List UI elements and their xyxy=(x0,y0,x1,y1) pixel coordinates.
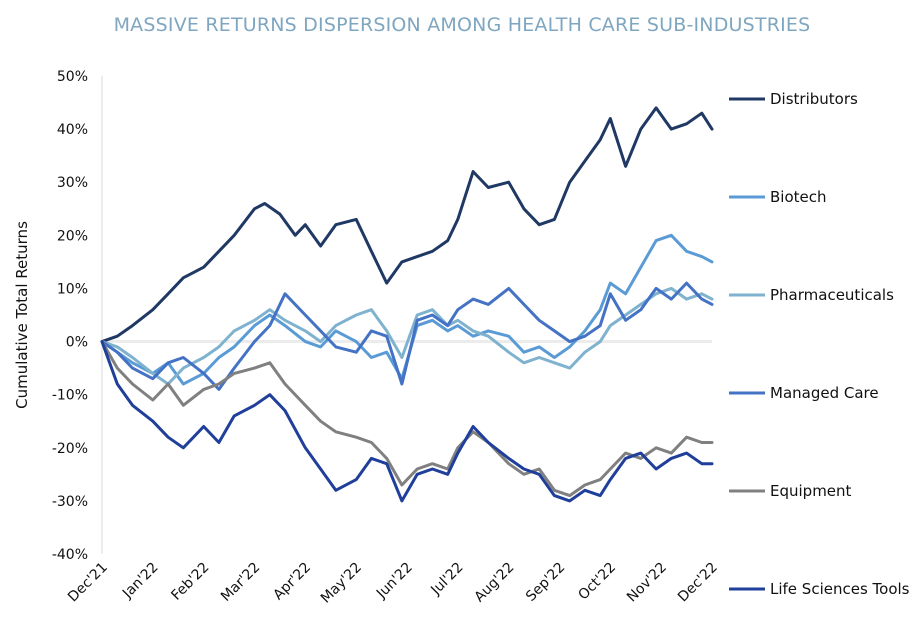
x-tick-label: Mar'22 xyxy=(218,560,263,605)
x-tick-label: Apr'22 xyxy=(270,560,314,604)
y-tick-label: 40% xyxy=(57,122,88,138)
y-tick-label: -30% xyxy=(52,494,88,510)
series-line-equipment xyxy=(100,340,714,498)
y-axis-title: Cumulative Total Returns xyxy=(13,221,31,409)
legend-label: Managed Care xyxy=(770,384,879,402)
y-tick-label: -40% xyxy=(52,547,88,563)
series-line-biotech xyxy=(100,233,714,386)
series-line-managed-care xyxy=(100,281,714,391)
x-tick-label: Aug'22 xyxy=(472,560,518,606)
y-tick-label: 30% xyxy=(57,175,88,191)
y-tick-label: 0% xyxy=(66,335,88,351)
x-tick-label: Oct'22 xyxy=(575,560,619,604)
legend-label: Life Sciences Tools xyxy=(770,580,910,598)
chart-title: MASSIVE RETURNS DISPERSION AMONG HEALTH … xyxy=(113,14,811,36)
legend-label: Biotech xyxy=(770,188,827,206)
x-tick-label: Dec'22 xyxy=(675,560,721,606)
legend-label: Distributors xyxy=(770,90,858,108)
series-line-life-sciences-tools xyxy=(100,340,714,503)
series-line-pharmaceuticals xyxy=(100,286,714,386)
x-tick-label: Sep'22 xyxy=(523,560,568,605)
x-tick-label: Jan'22 xyxy=(119,560,162,603)
y-tick-label: -10% xyxy=(52,388,88,404)
x-tick-label: Feb'22 xyxy=(168,560,212,604)
y-tick-label: 20% xyxy=(57,228,88,244)
x-tick-label: Jun'22 xyxy=(373,560,416,603)
x-tick-label: Dec'21 xyxy=(65,560,111,606)
y-tick-label: -20% xyxy=(52,441,88,457)
x-tick-label: Nov'22 xyxy=(624,560,670,606)
series-line-distributors xyxy=(100,106,714,344)
legend-label: Equipment xyxy=(770,482,852,500)
y-tick-label: 50% xyxy=(57,69,88,85)
x-tick-label: Jul'22 xyxy=(427,560,466,599)
legend-label: Pharmaceuticals xyxy=(770,286,894,304)
y-tick-label: 10% xyxy=(57,281,88,297)
x-tick-label: May'22 xyxy=(318,560,365,607)
